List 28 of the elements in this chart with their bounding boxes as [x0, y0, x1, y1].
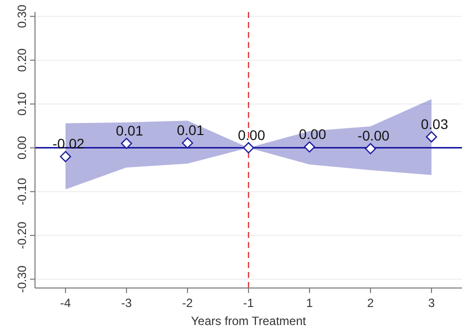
- y-tick-label: 0.00: [15, 136, 29, 160]
- point: [120, 138, 132, 150]
- data-label: 0.00: [238, 126, 266, 143]
- point: [242, 142, 254, 154]
- x-tick-label: -3: [121, 296, 132, 310]
- x-tick-label: 3: [428, 296, 436, 310]
- data-label: 0.03: [420, 116, 448, 132]
- point: [426, 131, 438, 142]
- x-tick-label: -1: [243, 296, 254, 310]
- point: [60, 150, 72, 162]
- x-tick-label: 2: [367, 296, 374, 310]
- x-tick-label: -4: [60, 296, 72, 310]
- x-axis-title: Years from Treatment: [191, 314, 307, 328]
- data-label: 0.01: [176, 122, 204, 138]
- data-label: 0.00: [298, 126, 326, 142]
- data-label: -0.00: [358, 128, 390, 144]
- data-label: 0.01: [116, 122, 144, 138]
- y-tick-label: -0.20: [15, 221, 29, 250]
- y-tick-label: 0.30: [15, 4, 29, 28]
- x-tick-label: 1: [306, 296, 314, 310]
- point: [182, 137, 194, 149]
- point: [364, 143, 376, 154]
- x-tick-label: -2: [182, 296, 194, 310]
- y-tick-label: -0.10: [15, 178, 29, 206]
- y-tick-label: 0.10: [15, 92, 29, 116]
- y-tick-label: -0.30: [15, 265, 29, 293]
- point: [304, 141, 316, 153]
- y-tick-label: 0.20: [15, 48, 29, 72]
